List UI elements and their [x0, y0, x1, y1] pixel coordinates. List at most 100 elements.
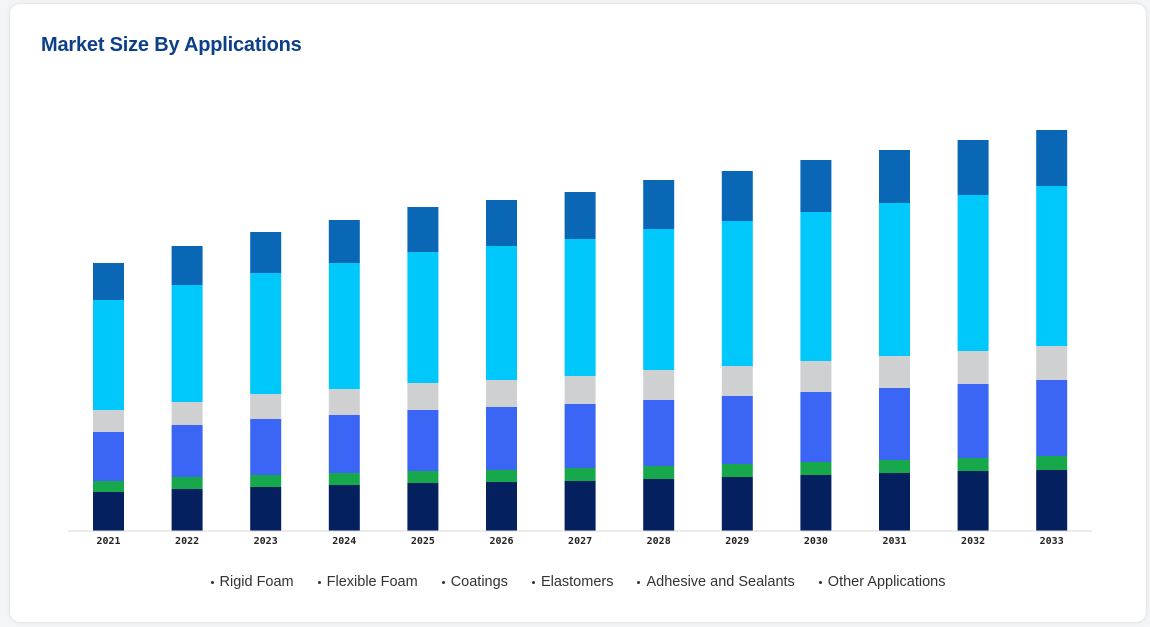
bar-segment-rigid-foam-2028 [643, 479, 675, 531]
x-tick-label: 2025 [411, 536, 435, 547]
bar-segment-elastomers-2032 [957, 351, 989, 384]
x-tick-label: 2027 [568, 536, 592, 547]
bar-segment-other-applications-2024 [328, 220, 360, 263]
bar-segment-adhesive-and-sealants-2033 [1036, 186, 1068, 346]
legend-label: Adhesive and Sealants [646, 574, 795, 590]
bar-segment-coatings-2031 [879, 388, 910, 460]
legend-label: Rigid Foam [219, 574, 294, 590]
bar-segment-coatings-2022 [171, 425, 203, 477]
bar-segment-rigid-foam-2030 [800, 475, 832, 531]
bar-segment-adhesive-and-sealants-2027 [564, 239, 596, 376]
bar-segment-flexible-foam-2025 [407, 471, 439, 483]
bar-segment-flexible-foam-2027 [564, 468, 596, 481]
bar-segment-other-applications-2026 [486, 200, 517, 246]
bar-segment-elastomers-2025 [407, 383, 439, 410]
bar-segment-adhesive-and-sealants-2023 [250, 273, 282, 394]
bar-segment-coatings-2026 [486, 407, 517, 470]
bar-segment-adhesive-and-sealants-2025 [407, 252, 439, 383]
bar-segment-coatings-2032 [957, 384, 989, 458]
bar-segment-coatings-2030 [800, 392, 832, 462]
bar-segment-elastomers-2022 [171, 402, 203, 425]
chart-legend: Rigid Foam Flexible Foam Coatings Elastomer… [10, 574, 1146, 590]
bar-segment-coatings-2029 [721, 396, 753, 464]
bar-segment-coatings-2024 [328, 415, 360, 473]
bar-segment-other-applications-2029 [721, 171, 753, 221]
bar-segment-rigid-foam-2025 [407, 483, 439, 531]
bar-segment-flexible-foam-2032 [957, 458, 989, 471]
bar-segment-rigid-foam-2027 [564, 481, 596, 531]
bar-segment-rigid-foam-2029 [721, 477, 753, 531]
x-tick-labels: 2021 2022 2023 2024 2025 2026 2027 2028 2029 2030… [96, 536, 1063, 547]
bar-segment-other-applications-2030 [800, 160, 832, 212]
legend-item: Flexible Foam [317, 574, 418, 590]
x-tick-label: 2028 [647, 536, 671, 547]
bar-segment-elastomers-2031 [879, 356, 910, 388]
bar-segment-other-applications-2022 [171, 246, 203, 285]
bar-segment-rigid-foam-2024 [328, 485, 360, 531]
legend-label: Elastomers [540, 574, 614, 590]
bar-segment-flexible-foam-2029 [721, 464, 753, 477]
bar-segment-elastomers-2023 [250, 394, 282, 419]
bar-segment-coatings-2025 [407, 410, 439, 471]
stacked-bar-chart: 2021 2022 2023 2024 2025 2026 2027 2028 2029 2030… [68, 130, 1092, 547]
bar-segment-flexible-foam-2030 [800, 462, 832, 475]
bar-segment-other-applications-2033 [1036, 130, 1068, 186]
bar-segment-other-applications-2032 [957, 140, 989, 195]
bar-segment-flexible-foam-2022 [171, 477, 203, 489]
legend-label: Coatings [450, 574, 508, 590]
bar-segment-adhesive-and-sealants-2024 [328, 263, 360, 389]
bar-segment-other-applications-2027 [564, 192, 596, 239]
chart-card: Market Size By Applications 2021 2022 2023… [10, 4, 1146, 622]
bar-segment-flexible-foam-2024 [328, 473, 360, 485]
bar-segment-adhesive-and-sealants-2021 [93, 300, 124, 410]
legend-bullet-icon [531, 580, 535, 584]
bar-segment-adhesive-and-sealants-2031 [879, 203, 910, 356]
bar-segment-adhesive-and-sealants-2028 [643, 229, 675, 370]
legend-label: Flexible Foam [326, 574, 418, 590]
bar-segment-elastomers-2033 [1036, 346, 1068, 380]
bar-segment-flexible-foam-2028 [643, 466, 675, 479]
x-tick-label: 2033 [1040, 536, 1064, 547]
bar-segment-rigid-foam-2023 [250, 487, 282, 531]
x-tick-label: 2021 [96, 536, 120, 547]
bar-segment-flexible-foam-2023 [250, 475, 282, 487]
bar-segment-other-applications-2025 [407, 207, 439, 252]
x-tick-label: 2023 [254, 536, 278, 547]
bar-segment-other-applications-2023 [250, 232, 282, 273]
bar-segment-adhesive-and-sealants-2026 [486, 246, 517, 380]
bar-segment-rigid-foam-2031 [879, 473, 910, 531]
bar-segment-flexible-foam-2033 [1036, 456, 1068, 470]
legend-bullet-icon [317, 580, 321, 584]
bar-segment-elastomers-2026 [486, 380, 517, 407]
legend-bullet-icon [637, 580, 641, 584]
bar-segment-elastomers-2024 [328, 389, 360, 415]
legend-bullet-icon [441, 580, 445, 584]
bar-segment-other-applications-2031 [879, 150, 910, 203]
bar-segment-coatings-2027 [564, 404, 596, 468]
bar-segment-coatings-2033 [1036, 380, 1068, 456]
x-tick-label: 2024 [332, 536, 356, 547]
x-tick-label: 2030 [804, 536, 828, 547]
bar-segment-coatings-2023 [250, 419, 282, 475]
x-tick-label: 2026 [489, 536, 513, 547]
bar-segment-coatings-2028 [643, 400, 675, 466]
legend-bullet-icon [818, 580, 822, 584]
bar-segment-adhesive-and-sealants-2030 [800, 212, 832, 361]
bar-segment-rigid-foam-2033 [1036, 470, 1068, 531]
bar-segment-elastomers-2028 [643, 370, 675, 400]
legend-bullet-icon [210, 580, 214, 584]
bar-segment-other-applications-2028 [643, 180, 675, 229]
bar-segment-flexible-foam-2021 [93, 481, 124, 492]
bar-segment-adhesive-and-sealants-2032 [957, 195, 989, 351]
x-tick-label: 2029 [725, 536, 749, 547]
legend-item: Elastomers [531, 574, 614, 590]
bar-segment-coatings-2021 [93, 432, 124, 481]
x-tick-label: 2022 [175, 536, 199, 547]
bar-segment-rigid-foam-2026 [486, 482, 517, 531]
legend-label: Other Applications [827, 574, 946, 590]
bar-segment-elastomers-2029 [721, 366, 753, 396]
bar-segment-flexible-foam-2031 [879, 460, 910, 473]
bar-segment-flexible-foam-2026 [486, 470, 517, 482]
legend-item: Rigid Foam [210, 574, 294, 590]
bar-group [93, 130, 1068, 531]
